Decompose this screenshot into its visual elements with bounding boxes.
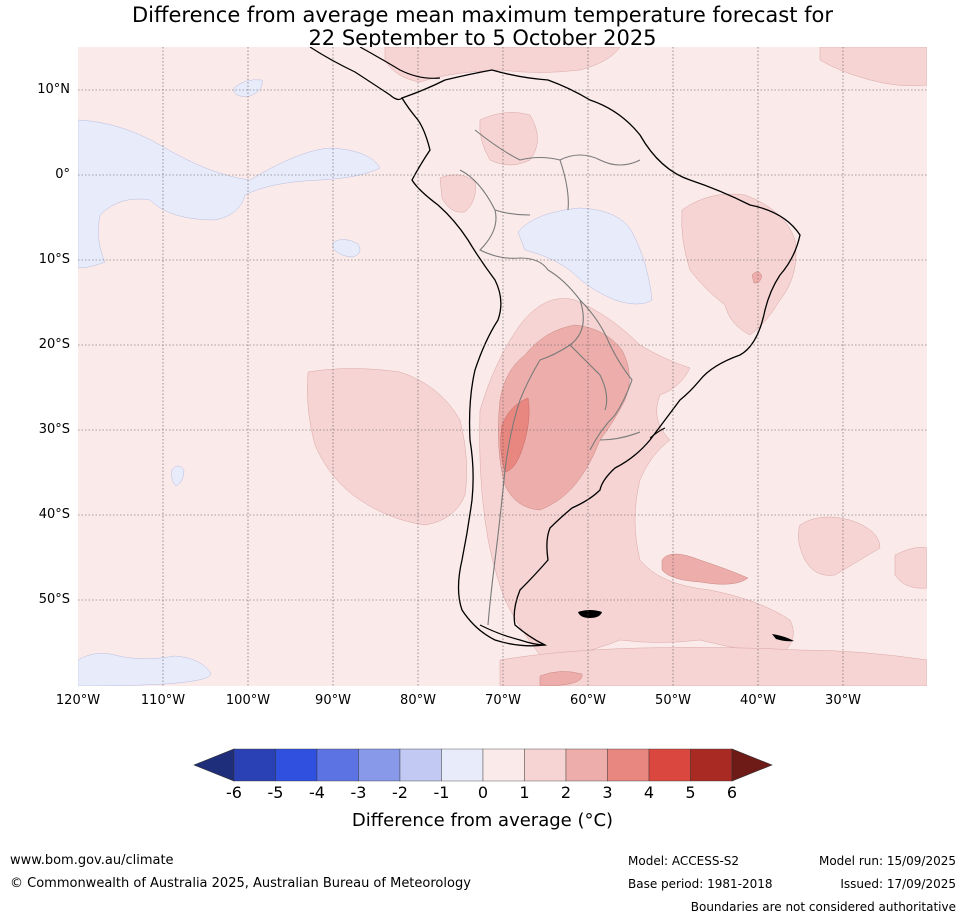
colorbar-segment bbox=[399, 748, 442, 782]
base-period-text: Base period: 1981-2018 bbox=[628, 877, 773, 891]
disclaimer-text: Boundaries are not considered authoritat… bbox=[690, 900, 956, 914]
colorbar-label: 3 bbox=[602, 783, 613, 802]
colorbar-segment bbox=[316, 748, 359, 782]
cool-anomaly-small-pacific-2 bbox=[233, 79, 263, 97]
south-georgia bbox=[772, 634, 794, 642]
colorbar-extend-low bbox=[193, 748, 235, 782]
lon-tick-110w: 110°W bbox=[140, 693, 186, 708]
colorbar-label: -6 bbox=[226, 783, 242, 802]
graticule bbox=[78, 47, 927, 686]
colorbar-label: -1 bbox=[433, 783, 450, 802]
colorbar-label: 5 bbox=[685, 783, 696, 802]
colorbar-segment bbox=[524, 748, 567, 782]
cool-anomaly-small-3 bbox=[171, 465, 185, 487]
tierra-del-fuego-coastline bbox=[479, 624, 546, 646]
colorbar-segment bbox=[275, 748, 318, 782]
colorbar-label: 0 bbox=[477, 783, 489, 802]
lon-tick-100w: 100°W bbox=[225, 693, 271, 708]
warm-anomaly-ne-brazil-small bbox=[751, 271, 763, 284]
colorbar-extend-high bbox=[731, 748, 773, 782]
warm-anomaly-small-south bbox=[539, 671, 583, 686]
colorbar-label: -3 bbox=[350, 783, 367, 802]
website-text: www.bom.gov.au/climate bbox=[10, 853, 174, 868]
colorbar-segment bbox=[648, 748, 691, 782]
lagoa-dos-patos bbox=[649, 427, 666, 439]
lat-tick-10s: 10°S bbox=[38, 252, 70, 267]
colorbar-label: 4 bbox=[643, 783, 655, 802]
country-borders bbox=[459, 129, 641, 626]
central-america-coastline bbox=[309, 47, 441, 101]
warm-anomaly-ecuador bbox=[439, 174, 476, 213]
lon-tick-80w: 80°W bbox=[400, 693, 436, 708]
lon-tick-120w: 120°W bbox=[55, 693, 101, 708]
warm-anomaly-north-atlantic bbox=[819, 47, 927, 87]
colorbar-segment bbox=[690, 748, 733, 782]
colorbar-segment bbox=[441, 748, 484, 782]
colorbar-segment bbox=[358, 748, 401, 782]
colorbar-segment bbox=[482, 748, 525, 782]
lat-tick-30s: 30°S bbox=[38, 422, 70, 437]
south-america-coastline bbox=[401, 69, 801, 647]
falkland-islands bbox=[578, 610, 602, 618]
lon-tick-50w: 50°W bbox=[655, 693, 691, 708]
colorbar-segment bbox=[607, 748, 650, 782]
lat-tick-0: 0° bbox=[55, 167, 70, 182]
cool-anomaly-south-pacific bbox=[78, 653, 211, 686]
lat-tick-10n: 10°N bbox=[37, 82, 70, 97]
lat-tick-20s: 20°S bbox=[38, 337, 70, 352]
lon-tick-90w: 90°W bbox=[315, 693, 351, 708]
colorbar bbox=[193, 748, 773, 782]
copyright-text: © Commonwealth of Australia 2025, Austra… bbox=[10, 876, 471, 891]
colorbar-segment bbox=[565, 748, 608, 782]
warm-anomaly-far-east-atlantic bbox=[894, 547, 927, 589]
model-run-text: Model run: 15/09/2025 bbox=[818, 854, 956, 868]
warm-anomaly-south-atlantic bbox=[798, 516, 881, 576]
lon-tick-70w: 70°W bbox=[485, 693, 521, 708]
title-line-1: Difference from average mean maximum tem… bbox=[132, 3, 833, 27]
warm-anomaly-south-atlantic-patch bbox=[661, 553, 749, 585]
cool-anomaly-eastern-pacific bbox=[78, 119, 381, 269]
colorbar-label: 1 bbox=[519, 783, 530, 802]
lat-tick-40s: 40°S bbox=[38, 507, 70, 522]
colorbar-label: -2 bbox=[392, 783, 408, 802]
issued-text: Issued: 17/09/2025 bbox=[840, 877, 956, 891]
map-title: Difference from average mean maximum tem… bbox=[0, 4, 965, 50]
warm-anomaly-far-south bbox=[499, 647, 927, 686]
lon-tick-60w: 60°W bbox=[570, 693, 606, 708]
colorbar-label: 2 bbox=[560, 783, 572, 802]
cool-anomaly-amazon bbox=[517, 207, 653, 305]
colorbar-title: Difference from average (°C) bbox=[351, 810, 614, 831]
lon-tick-40w: 40°W bbox=[740, 693, 776, 708]
lat-tick-50s: 50°S bbox=[38, 592, 70, 607]
colorbar-label: 6 bbox=[726, 783, 738, 802]
warm-anomaly-southeast-pacific bbox=[307, 368, 467, 526]
model-text: Model: ACCESS-S2 bbox=[628, 854, 740, 868]
colorbar-label: -5 bbox=[267, 783, 284, 802]
colorbar-label: -4 bbox=[309, 783, 325, 802]
colorbar-segment bbox=[233, 748, 276, 782]
cool-anomaly-small-pacific-1 bbox=[332, 239, 361, 258]
lon-tick-30w: 30°W bbox=[825, 693, 861, 708]
warm-anomaly-caribbean bbox=[384, 47, 621, 83]
warm-anomaly-colombia bbox=[479, 112, 538, 166]
title-line-2: 22 September to 5 October 2025 bbox=[308, 26, 657, 50]
